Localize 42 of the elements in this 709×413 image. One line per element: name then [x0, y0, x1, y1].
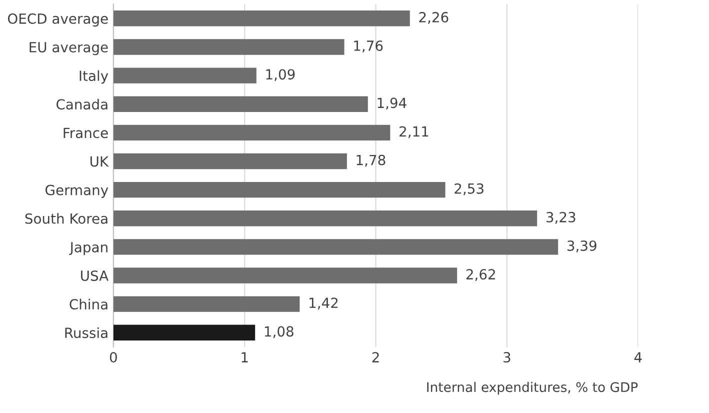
- data-label: 1,08: [264, 326, 294, 338]
- y-tick-label: Germany: [46, 184, 108, 198]
- y-tick-label: USA: [81, 270, 108, 281]
- data-label: 1,76: [354, 40, 383, 52]
- bar: [113, 210, 538, 226]
- data-label: 3,39: [567, 240, 596, 252]
- data-label: 2,62: [466, 269, 495, 281]
- y-tick-label: Italy: [80, 70, 108, 84]
- x-tick-label: 2: [372, 352, 379, 362]
- bar: [113, 124, 390, 141]
- y-tick-label: France: [64, 128, 108, 138]
- data-label: 2,53: [454, 183, 484, 196]
- y-tick-label: EU average: [30, 42, 108, 56]
- x-tick-label: 1: [242, 352, 248, 362]
- data-label: 1,78: [356, 154, 386, 167]
- data-label: 2,11: [400, 126, 428, 138]
- x-tick-label: 3: [504, 352, 510, 363]
- bar: [113, 268, 458, 284]
- y-tick-label: OECD average: [8, 13, 108, 27]
- y-tick-label: South Korea: [25, 213, 108, 224]
- bar: [113, 153, 347, 170]
- y-tick-label: China: [70, 298, 108, 310]
- x-axis-title: Internal expenditures, % to GDP: [427, 382, 638, 395]
- data-label: 2,26: [419, 12, 448, 24]
- y-tick-label: Russia: [65, 327, 108, 338]
- data-label: 3,23: [546, 212, 576, 224]
- bar: [113, 182, 446, 198]
- y-tick-label: Canada: [56, 98, 108, 110]
- bar: [113, 296, 300, 312]
- bar: [113, 324, 256, 340]
- y-tick-label: Japan: [69, 242, 108, 256]
- y-tick-label: UK: [90, 156, 109, 167]
- bar: [113, 39, 344, 55]
- x-tick-label: 4: [634, 352, 642, 362]
- data-label: 1,42: [310, 298, 338, 310]
- bar: [113, 10, 410, 26]
- bar: [113, 96, 368, 112]
- bar: [113, 239, 558, 255]
- x-tick-label: 0: [110, 352, 117, 363]
- data-label: 1,09: [266, 69, 295, 81]
- data-label: 1,94: [378, 98, 406, 110]
- bar: [113, 68, 256, 84]
